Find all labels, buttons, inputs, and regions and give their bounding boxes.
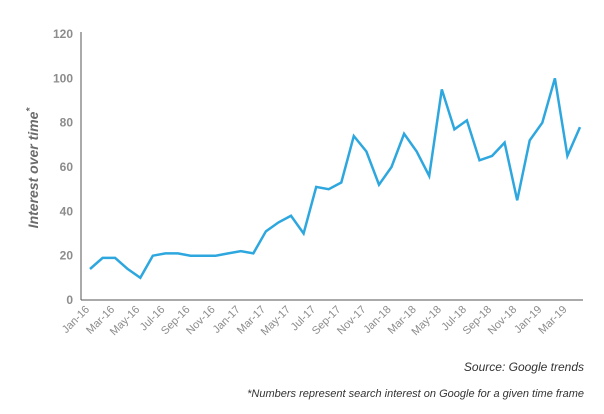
y-tick-label: 60	[60, 160, 74, 174]
y-axis-label-text: Interest over time	[25, 111, 41, 228]
x-tick-label: Nov-18	[486, 304, 520, 338]
y-tick-label: 20	[60, 249, 74, 263]
y-axis-label-marker: *	[25, 107, 36, 112]
x-tick-label: Nov-16	[184, 304, 218, 338]
x-tick-label: Mar-19	[536, 304, 569, 337]
y-axis-ticks: 0 20 40 60 80 100 120	[53, 27, 73, 307]
y-tick-label: 100	[53, 71, 73, 85]
footnote: *Numbers represent search interest on Go…	[247, 388, 584, 400]
x-tick-label: Nov-17	[335, 304, 369, 338]
series-line	[89, 77, 582, 280]
y-tick-label: 120	[53, 27, 73, 41]
y-tick-label: 80	[60, 116, 74, 130]
y-tick-label: 0	[66, 293, 73, 307]
x-axis-ticks: Jan-16Mar-16May-16Jul-16Sep-16Nov-16Jan-…	[60, 304, 570, 338]
source-note: Source: Google trends	[463, 360, 584, 374]
y-tick-label: 40	[60, 204, 74, 218]
y-axis-label: Interest over time*	[25, 107, 41, 229]
